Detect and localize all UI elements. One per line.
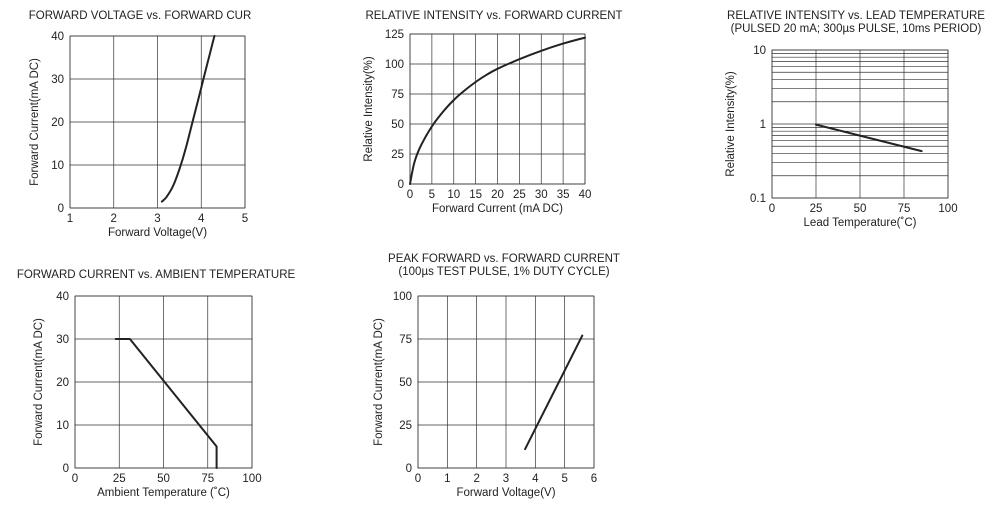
series-line [160,35,216,203]
x-tick-label: 35 [557,189,570,201]
x-tick-label: 2 [111,213,117,225]
y-tick-label: 75 [391,89,404,101]
y-tick-label: 25 [399,420,412,432]
x-tick-label: 75 [898,203,911,215]
chart-title: FORWARD CURRENT vs. AMBIENT TEMPERATURE [17,269,296,281]
relative-intensity-vs-lead-temperature-chart: RELATIVE INTENSITY vs. LEAD TEMPERATURE(… [725,10,985,229]
y-tick-label: 1 [760,119,766,131]
x-tick-label: 0 [72,473,78,485]
x-tick-label: 50 [157,473,170,485]
y-tick-label: 40 [56,291,69,303]
x-tick-label: 5 [242,213,248,225]
series-line [409,36,586,185]
y-axis-label: Relative Intensity(%) [725,71,737,177]
x-tick-label: 30 [535,189,548,201]
peak-forward-vs-forward-current-chart: PEAK FORWARD vs. FORWARD CURRENT(100µs T… [373,253,620,499]
plot-frame [69,35,246,209]
y-tick-label: 30 [56,334,69,346]
plot-frame [417,295,595,469]
y-tick-label: 20 [56,377,69,389]
chart-title: RELATIVE INTENSITY vs. LEAD TEMPERATURE [727,10,985,22]
series-line [114,338,218,469]
chart-title: (100µs TEST PULSE, 1% DUTY CYCLE) [398,266,609,278]
y-axis-label: Forward Current(mA DC) [373,318,385,446]
y-tick-label: 30 [51,74,64,86]
x-axis-label: Ambient Temperature (˚C) [97,487,230,499]
x-tick-label: 25 [513,189,526,201]
x-tick-label: 25 [113,473,126,485]
chart-title: FORWARD VOLTAGE vs. FORWARD CUR [29,10,252,22]
relative-intensity-vs-forward-current-chart: RELATIVE INTENSITY vs. FORWARD CURRENT 0 5… [363,10,623,215]
x-tick-label: 75 [201,473,214,485]
y-tick-label: 0 [58,203,64,215]
plot-frame [771,49,949,199]
x-tick-label: 3 [503,473,509,485]
y-tick-label: 100 [393,291,412,303]
y-axis-label: Forward Current(mA DC) [29,58,41,186]
y-tick-label: 0 [63,463,69,475]
x-tick-label: 0 [407,189,413,201]
x-tick-label: 40 [579,189,592,201]
forward-voltage-vs-forward-current-chart: FORWARD VOLTAGE vs. FORWARD CUR 1 2 3 4 5 0 10 2… [29,10,252,239]
y-tick-label: 0 [398,179,404,191]
plot-frame [409,33,586,185]
y-tick-label: 0 [406,463,412,475]
x-tick-label: 10 [447,189,460,201]
y-axis-label: Relative Intensity(%) [363,56,375,162]
x-tick-label: 25 [810,203,823,215]
y-tick-label: 0.1 [750,193,766,205]
y-tick-label: 10 [51,160,64,172]
chart-title: (PULSED 20 mA; 300µs PULSE, 10ms PERIOD) [731,23,982,35]
y-axis-label: Forward Current(mA DC) [33,318,45,446]
plot-frame [74,295,253,469]
x-axis-label: Forward Voltage(V) [108,227,207,239]
y-tick-label: 40 [51,31,64,43]
y-tick-label: 125 [385,29,404,41]
chart-title: RELATIVE INTENSITY vs. FORWARD CURRENT [365,10,622,22]
x-tick-label: 4 [198,213,205,225]
x-tick-label: 15 [469,189,482,201]
y-tick-label: 75 [399,334,412,346]
x-tick-label: 0 [415,473,421,485]
y-tick-label: 10 [56,420,69,432]
y-tick-label: 50 [399,377,412,389]
x-tick-label: 50 [854,203,867,215]
y-tick-label: 25 [391,149,404,161]
x-tick-label: 5 [429,189,435,201]
y-tick-label: 20 [51,117,64,129]
x-axis-label: Forward Current (mA DC) [432,203,563,215]
series-line [524,334,584,451]
x-tick-label: 5 [561,473,567,485]
chart-title: PEAK FORWARD vs. FORWARD CURRENT [388,253,620,265]
x-tick-label: 3 [154,213,160,225]
x-tick-label: 2 [473,473,479,485]
x-tick-label: 20 [491,189,504,201]
x-tick-label: 0 [769,203,775,215]
y-tick-label: 10 [753,45,766,57]
x-axis-label: Lead Temperature(˚C) [804,217,917,229]
x-tick-label: 1 [444,473,450,485]
forward-current-vs-ambient-temperature-chart: FORWARD CURRENT vs. AMBIENT TEMPERATURE 0… [17,269,296,499]
y-tick-label: 50 [391,119,404,131]
x-tick-label: 100 [242,473,261,485]
x-axis-label: Forward Voltage(V) [456,487,555,499]
x-tick-label: 6 [591,473,597,485]
x-tick-label: 4 [532,473,539,485]
y-tick-label: 100 [385,59,404,71]
x-tick-label: 100 [938,203,957,215]
series-line [815,123,923,153]
x-tick-label: 1 [67,213,73,225]
